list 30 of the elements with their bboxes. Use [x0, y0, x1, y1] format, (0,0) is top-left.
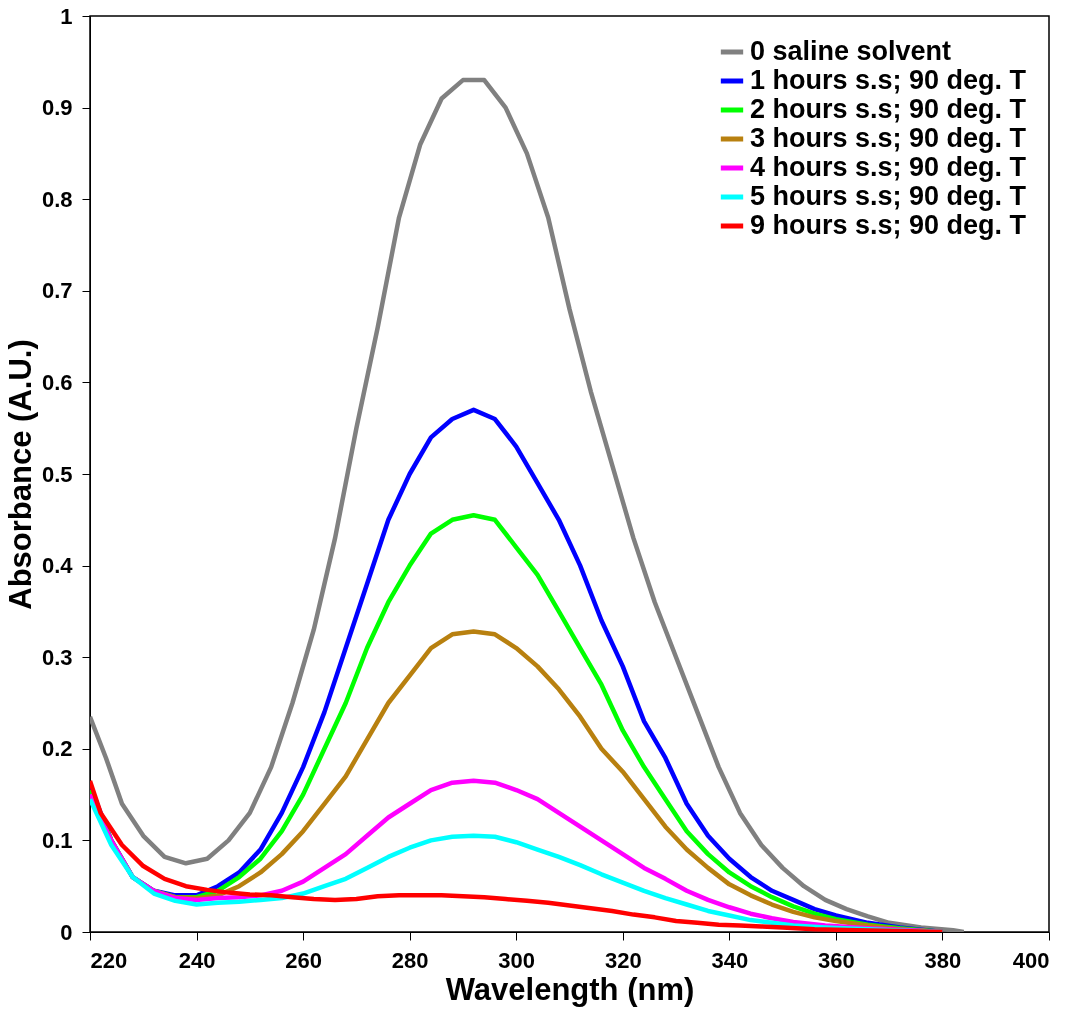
- y-tick-label: 0.6: [41, 369, 73, 395]
- y-tick-label: 0.3: [41, 644, 73, 670]
- x-tick-label: 240: [178, 947, 216, 973]
- y-tick-label: 0.9: [41, 95, 73, 121]
- legend-label: 4 hours s.s; 90 deg. T: [750, 152, 1027, 182]
- x-tick-label: 320: [604, 947, 642, 973]
- legend-label: 5 hours s.s; 90 deg. T: [750, 181, 1027, 211]
- y-tick-label: 1: [60, 3, 73, 29]
- legend-label: 1 hours s.s; 90 deg. T: [750, 65, 1027, 95]
- y-tick-label: 0.2: [41, 736, 73, 762]
- y-axis-title: Absorbance (A.U.): [2, 339, 38, 610]
- legend-label: 2 hours s.s; 90 deg. T: [750, 94, 1027, 124]
- y-tick-label: 0.5: [41, 461, 73, 487]
- y-tick-label: 0.8: [41, 186, 73, 212]
- x-tick-label: 380: [924, 947, 962, 973]
- legend-label: 3 hours s.s; 90 deg. T: [750, 123, 1027, 153]
- y-tick-label: 0.1: [41, 827, 73, 853]
- x-tick-label: 400: [1012, 947, 1050, 973]
- x-tick-label: 300: [498, 947, 536, 973]
- legend-label: 9 hours s.s; 90 deg. T: [750, 210, 1027, 240]
- x-tick-label: 280: [391, 947, 429, 973]
- y-tick-label: 0.7: [41, 278, 73, 304]
- x-axis-title: Wavelength (nm): [445, 971, 695, 1007]
- legend-label: 0 saline solvent: [750, 36, 952, 66]
- x-tick-label: 220: [90, 947, 128, 973]
- x-tick-label: 340: [711, 947, 749, 973]
- x-tick-label: 260: [285, 947, 322, 973]
- y-tick-label: 0: [60, 919, 73, 945]
- y-tick-label: 0.4: [41, 553, 74, 579]
- x-tick-label: 360: [818, 947, 855, 973]
